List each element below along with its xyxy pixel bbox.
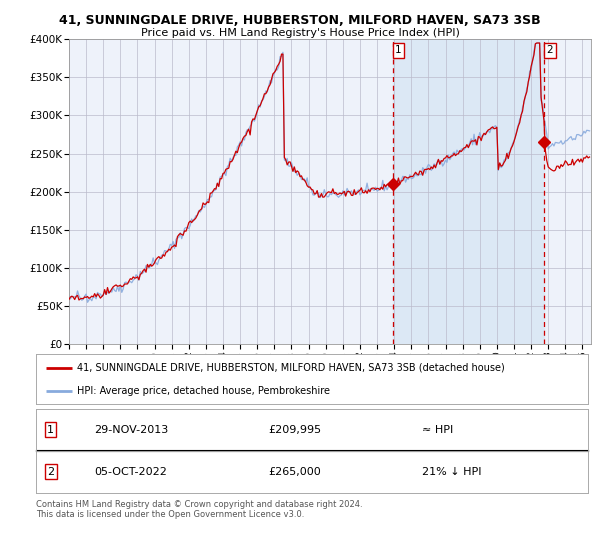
Text: 05-OCT-2022: 05-OCT-2022 [94,467,167,477]
Bar [392,39,544,344]
Text: 2: 2 [47,467,54,477]
Text: HPI: Average price, detached house, Pembrokeshire: HPI: Average price, detached house, Pemb… [77,386,331,396]
Text: Price paid vs. HM Land Registry's House Price Index (HPI): Price paid vs. HM Land Registry's House … [140,28,460,38]
Text: Contains HM Land Registry data © Crown copyright and database right 2024.
This d: Contains HM Land Registry data © Crown c… [36,500,362,519]
Text: 21% ↓ HPI: 21% ↓ HPI [422,467,482,477]
Text: 2: 2 [547,45,553,55]
Text: 1: 1 [395,45,402,55]
Text: £209,995: £209,995 [268,425,321,435]
Text: 41, SUNNINGDALE DRIVE, HUBBERSTON, MILFORD HAVEN, SA73 3SB: 41, SUNNINGDALE DRIVE, HUBBERSTON, MILFO… [59,14,541,27]
Text: 29-NOV-2013: 29-NOV-2013 [94,425,168,435]
Text: ≈ HPI: ≈ HPI [422,425,454,435]
Text: 41, SUNNINGDALE DRIVE, HUBBERSTON, MILFORD HAVEN, SA73 3SB (detached house): 41, SUNNINGDALE DRIVE, HUBBERSTON, MILFO… [77,362,505,372]
Text: £265,000: £265,000 [268,467,320,477]
Text: 1: 1 [47,425,54,435]
